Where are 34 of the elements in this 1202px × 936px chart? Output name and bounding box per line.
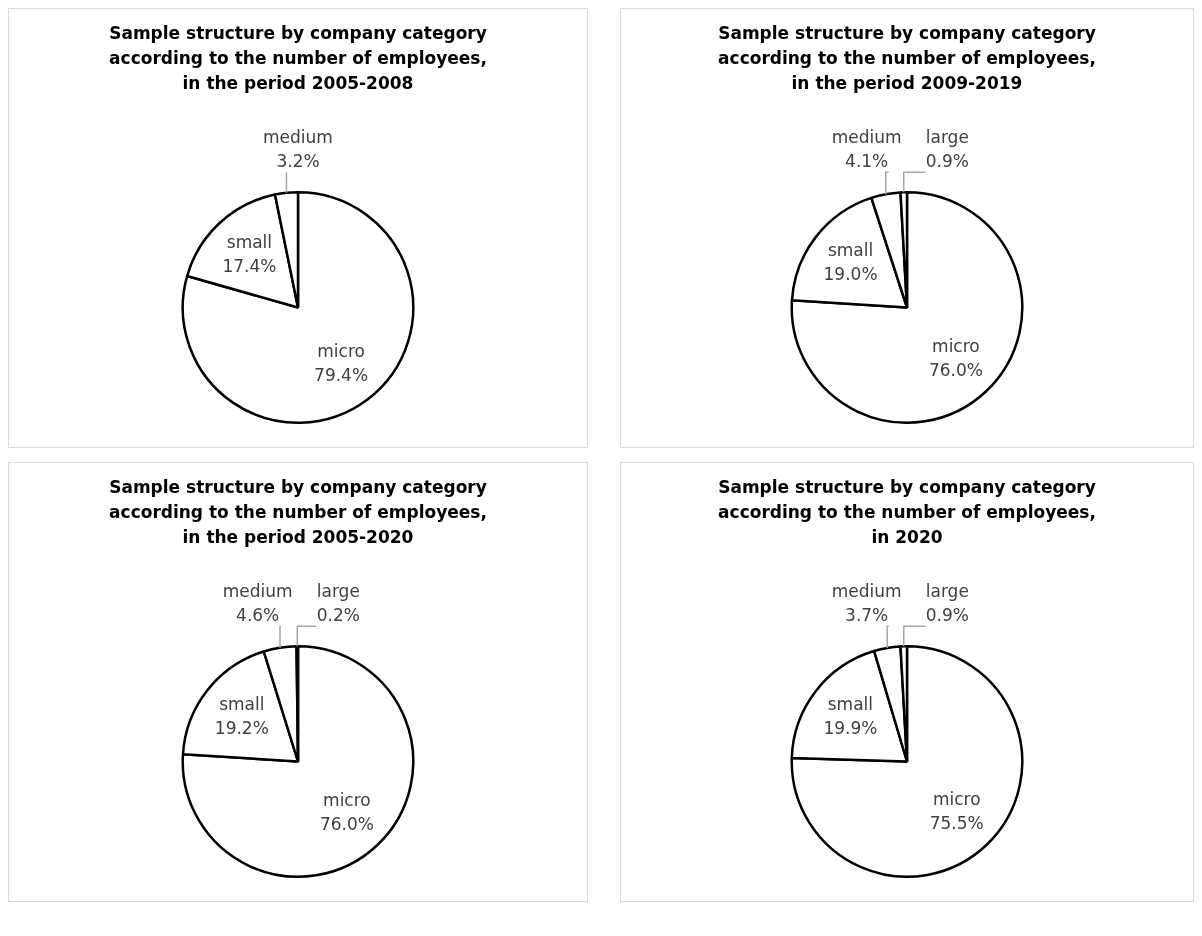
data-label: 19.9%	[823, 718, 878, 739]
slice-label: micro	[323, 790, 371, 811]
data-label: 17.4%	[222, 255, 277, 276]
slice-label: medium	[831, 580, 902, 601]
slice-label: micro	[932, 336, 980, 357]
data-label: 4.6%	[236, 604, 280, 625]
data-label: 79.4%	[314, 364, 369, 385]
data-label: 19.0%	[823, 264, 878, 285]
data-label: 0.9%	[925, 604, 969, 625]
data-label: 3.7%	[845, 604, 889, 625]
slice-label: medium	[263, 126, 333, 147]
chart-title: Sample structure by company category according to the number of employees, in the period 2005-2008	[108, 22, 488, 95]
slice-label: small	[219, 693, 265, 714]
slice-label: micro	[932, 789, 981, 810]
data-label: 76.0%	[319, 814, 374, 835]
data-label: 0.9%	[925, 150, 969, 171]
data-label: 0.2%	[316, 604, 360, 625]
data-label: 19.2%	[214, 717, 269, 738]
chart-title: Sample structure by company category according to the number of employees, in the period 2005-2020	[108, 476, 488, 549]
slice-label: large	[925, 126, 969, 147]
slice-label: medium	[222, 580, 293, 601]
data-label: 75.5%	[929, 813, 984, 834]
slice-label: small	[827, 694, 874, 715]
chart-title: Sample structure by company category according to the number of employees, in 2020	[717, 476, 1097, 549]
slice-label: micro	[317, 340, 365, 361]
chart-title: Sample structure by company category according to the number of employees, in the period 2009-2019	[717, 22, 1097, 95]
data-label: 4.1%	[845, 150, 889, 171]
data-label: 3.2%	[276, 150, 320, 171]
slice-label: large	[925, 580, 969, 601]
slice-label: medium	[831, 126, 902, 147]
slice-label: small	[827, 240, 874, 261]
slice-label: small	[226, 231, 273, 252]
data-label: 76.0%	[928, 360, 983, 381]
slice-label: large	[316, 580, 360, 601]
